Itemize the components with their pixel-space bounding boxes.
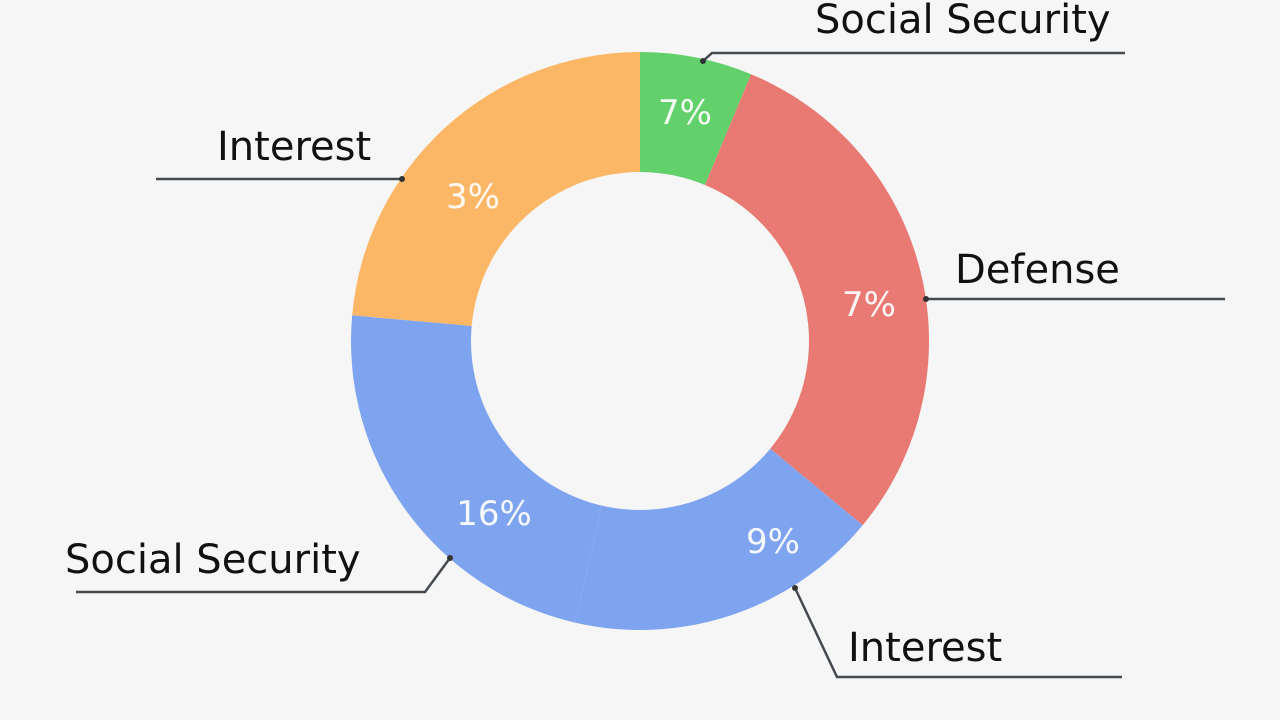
slice-value-labels: 7% 7% 9% 16% 3%: [446, 93, 896, 562]
slice-label-social-security-top: 7%: [658, 93, 712, 133]
callout-social-security-bottom: Social Security: [65, 537, 361, 583]
leader-line: [76, 557, 452, 594]
leader-anchor-dot: [399, 176, 405, 182]
leader-line: [793, 587, 1122, 679]
callouts: Social Security Defense Interest Social …: [65, 0, 1120, 671]
slice-label-interest-bottom: 9%: [746, 522, 800, 562]
slice-label-social-security-bottom: 16%: [456, 494, 532, 534]
callout-interest-bottom: Interest: [848, 625, 1002, 671]
callout-defense: Defense: [955, 247, 1120, 293]
slice-label-defense: 7%: [842, 285, 896, 325]
leader-anchor-dot: [923, 296, 929, 302]
leader-anchor-dot: [447, 555, 453, 561]
donut-hole: [471, 172, 809, 510]
callout-interest-top: Interest: [217, 124, 371, 170]
leader-line: [702, 51, 1125, 62]
slice-label-interest-top: 3%: [446, 177, 500, 217]
leader-lines: [76, 51, 1225, 679]
leader-anchor-dot: [700, 58, 706, 64]
callout-social-security-top: Social Security: [815, 0, 1111, 43]
leader-anchor-dot: [792, 585, 798, 591]
